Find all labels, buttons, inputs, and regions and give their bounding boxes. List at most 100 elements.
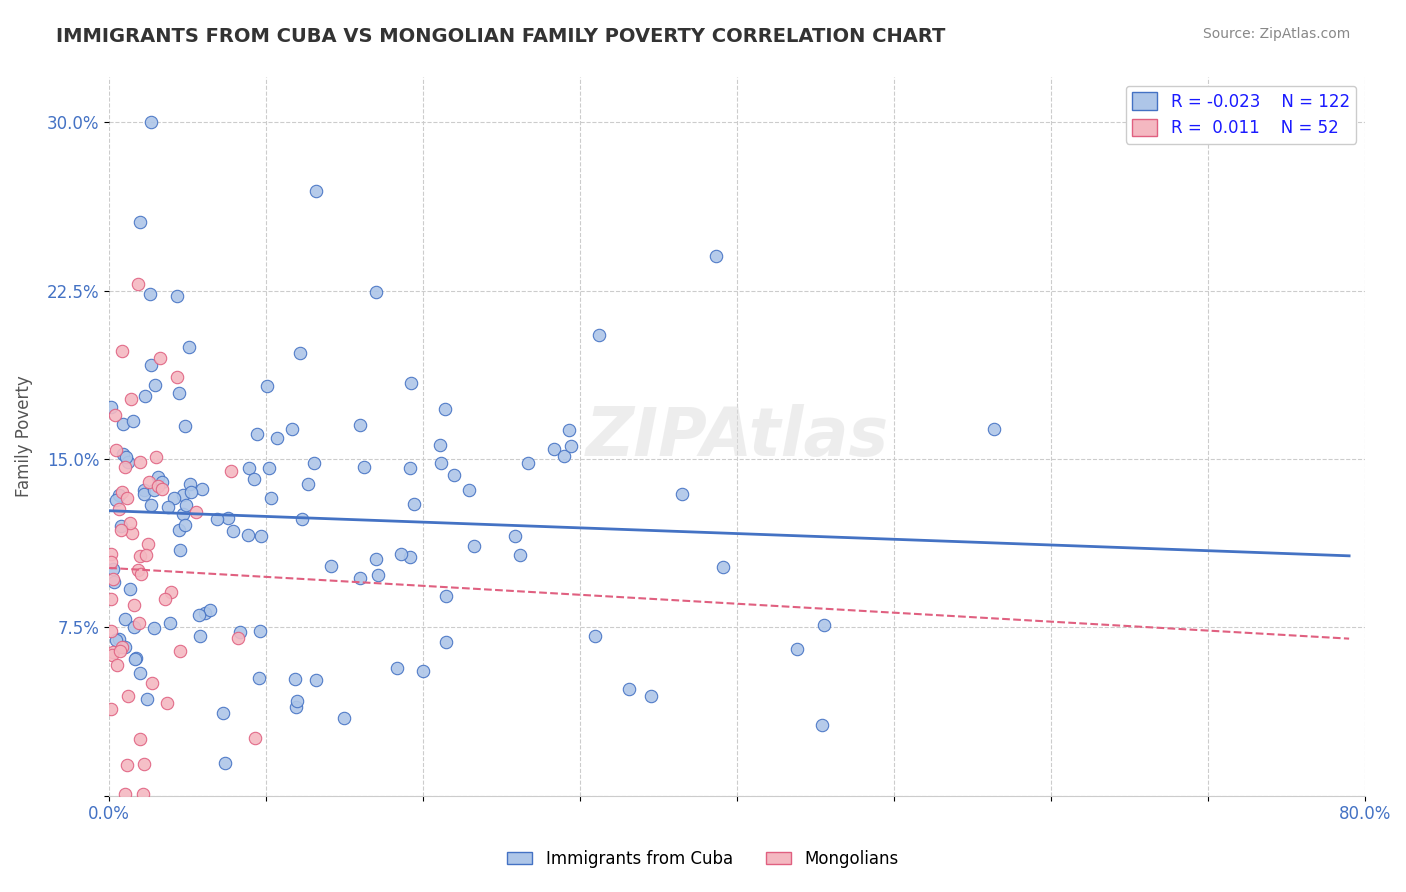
- Point: [122, 599, 145, 613]
- Point: [114, 450, 136, 465]
- Point: [266, 431, 288, 445]
- Point: [129, 567, 152, 582]
- Point: [104, 492, 127, 507]
- Point: [128, 616, 150, 631]
- Point: [389, 547, 412, 561]
- Point: [319, 559, 342, 574]
- Point: [284, 700, 307, 714]
- Point: [245, 426, 267, 441]
- Point: [115, 491, 138, 505]
- Point: [509, 549, 531, 563]
- Point: [100, 592, 122, 607]
- Point: [245, 731, 267, 745]
- Point: [704, 249, 727, 263]
- Point: [111, 417, 134, 432]
- Point: [174, 498, 197, 512]
- Point: [333, 711, 356, 725]
- Point: [103, 408, 125, 422]
- Point: [134, 756, 156, 771]
- Point: [260, 491, 283, 506]
- Point: [107, 488, 129, 502]
- Point: [412, 664, 434, 678]
- Point: [169, 523, 191, 537]
- Point: [588, 328, 610, 343]
- Point: [713, 559, 735, 574]
- Point: [129, 732, 152, 747]
- Point: [434, 401, 457, 416]
- Point: [159, 616, 181, 631]
- Point: [558, 423, 581, 437]
- Point: [364, 552, 387, 566]
- Point: [142, 483, 165, 497]
- Point: [516, 456, 538, 470]
- Point: [145, 450, 167, 464]
- Point: [364, 285, 387, 300]
- Point: [217, 511, 239, 525]
- Point: [136, 692, 159, 706]
- Point: [399, 549, 422, 564]
- Point: [132, 483, 155, 497]
- Point: [179, 340, 201, 354]
- Point: [503, 529, 526, 543]
- Point: [125, 650, 148, 665]
- Point: [553, 449, 575, 463]
- Point: [156, 697, 179, 711]
- Point: [105, 632, 128, 647]
- Point: [166, 370, 188, 384]
- Point: [349, 417, 371, 432]
- Point: [121, 414, 143, 428]
- Text: ZIPAtlas: ZIPAtlas: [585, 403, 889, 469]
- Point: [813, 618, 835, 632]
- Point: [243, 472, 266, 486]
- Point: [640, 690, 662, 704]
- Point: [118, 516, 141, 531]
- Point: [236, 528, 259, 542]
- Point: [179, 476, 201, 491]
- Point: [228, 625, 250, 640]
- Point: [111, 447, 134, 461]
- Point: [129, 666, 152, 681]
- Legend: R = -0.023    N = 122, R =  0.011    N = 52: R = -0.023 N = 122, R = 0.011 N = 52: [1126, 86, 1357, 144]
- Point: [288, 346, 311, 360]
- Point: [353, 459, 375, 474]
- Point: [111, 344, 134, 359]
- Point: [184, 504, 207, 518]
- Point: [124, 651, 146, 665]
- Point: [188, 607, 211, 622]
- Point: [297, 477, 319, 491]
- Point: [129, 455, 152, 469]
- Point: [146, 469, 169, 483]
- Point: [671, 487, 693, 501]
- Point: [117, 689, 139, 703]
- Point: [172, 507, 194, 521]
- Point: [172, 487, 194, 501]
- Point: [114, 787, 136, 801]
- Point: [143, 378, 166, 392]
- Point: [132, 487, 155, 501]
- Point: [167, 385, 190, 400]
- Point: [385, 660, 408, 674]
- Point: [110, 644, 132, 658]
- Point: [160, 584, 183, 599]
- Point: [285, 694, 308, 708]
- Point: [222, 524, 245, 538]
- Point: [149, 351, 172, 365]
- Point: [111, 485, 134, 500]
- Point: [811, 718, 834, 732]
- Point: [434, 635, 457, 649]
- Point: [257, 461, 280, 475]
- Point: [104, 443, 127, 458]
- Point: [120, 392, 142, 407]
- Point: [138, 475, 160, 489]
- Point: [143, 621, 166, 635]
- Point: [169, 643, 191, 657]
- Point: [583, 628, 606, 642]
- Point: [349, 571, 371, 585]
- Point: [150, 475, 173, 490]
- Point: [121, 526, 143, 541]
- Point: [284, 672, 307, 686]
- Point: [983, 422, 1005, 436]
- Point: [148, 479, 170, 493]
- Point: [128, 549, 150, 563]
- Point: [139, 498, 162, 512]
